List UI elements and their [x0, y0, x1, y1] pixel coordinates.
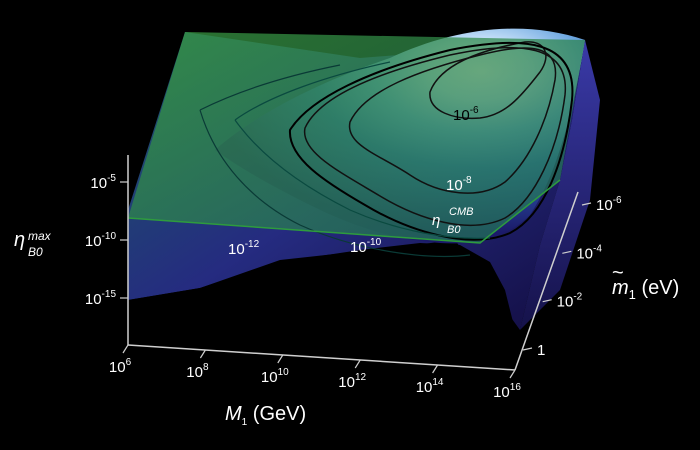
contour-1e-10 [234, 61, 491, 239]
contour-1e-8 [303, 46, 566, 226]
contour-label-1e-8: 10-8 [446, 175, 472, 194]
x-tick-label: 1016 [493, 382, 521, 401]
x-tick-mark [199, 349, 206, 359]
contour-1e-12 [199, 64, 471, 257]
contour-label-1e-6: 10-6 [453, 105, 479, 124]
z-tick-label: 10-5 [90, 173, 116, 192]
contour-1e-7 [348, 47, 557, 194]
y-axis-title: ~ m1 (eV) [612, 262, 679, 302]
y-axis-line [514, 191, 579, 371]
x-tick-mark [354, 359, 361, 369]
cmb-contour-label: η CMB B0 [432, 206, 473, 236]
cmb-plane-edge [127, 179, 561, 244]
x-tick-label: 106 [109, 357, 132, 376]
svg-text:max: max [28, 229, 52, 243]
y-axis-ticks: 10-6 10-4 10-2 1 [522, 195, 622, 359]
svg-text:η: η [14, 229, 25, 251]
surface-right-wall [520, 40, 600, 330]
contour-lines [199, 41, 574, 257]
y-tick-mark [581, 202, 592, 206]
y-tick-label: 10-6 [596, 195, 622, 214]
z-axis-ticks: 10-5 10-10 10-15 [85, 173, 128, 308]
svg-text:~: ~ [612, 262, 624, 284]
y-tick-mark [562, 250, 572, 254]
x-tick-mark [122, 344, 129, 354]
x-tick-label: 1012 [338, 372, 366, 391]
x-axis-line [127, 344, 516, 371]
axis-frame [127, 155, 579, 371]
z-tick-label: 10-15 [85, 289, 117, 308]
y-tick-label: 1 [537, 342, 545, 359]
z-axis-title: η max B0 [14, 229, 52, 259]
y-tick-mark [522, 347, 533, 351]
svg-text:η: η [432, 212, 440, 229]
y-tick-label: 10-2 [557, 292, 583, 311]
svg-text:B0: B0 [447, 224, 461, 236]
z-tick-label: 10-10 [85, 231, 117, 250]
surface-underside [128, 243, 515, 345]
x-axis-title: M1 (GeV) [225, 403, 306, 428]
contour-label-1e-12: 10-12 [228, 239, 260, 258]
x-axis-ticks: 106 108 1010 1012 1014 1016 [109, 344, 521, 401]
contour-cmb [288, 41, 574, 241]
x-tick-label: 1014 [416, 377, 444, 396]
svg-text:m1 (eV): m1 (eV) [612, 277, 679, 302]
x-tick-mark [432, 364, 439, 374]
y-tick-label: 10-4 [576, 243, 602, 262]
svg-text:CMB: CMB [449, 206, 473, 218]
x-tick-label: 108 [186, 362, 209, 381]
y-tick-mark [542, 299, 552, 303]
x-tick-mark [509, 369, 516, 379]
svg-text:B0: B0 [28, 245, 43, 259]
x-tick-mark [277, 354, 284, 364]
x-tick-label: 1010 [261, 367, 289, 386]
contour-label-1e-10: 10-10 [350, 237, 382, 256]
cmb-plane [128, 32, 585, 243]
